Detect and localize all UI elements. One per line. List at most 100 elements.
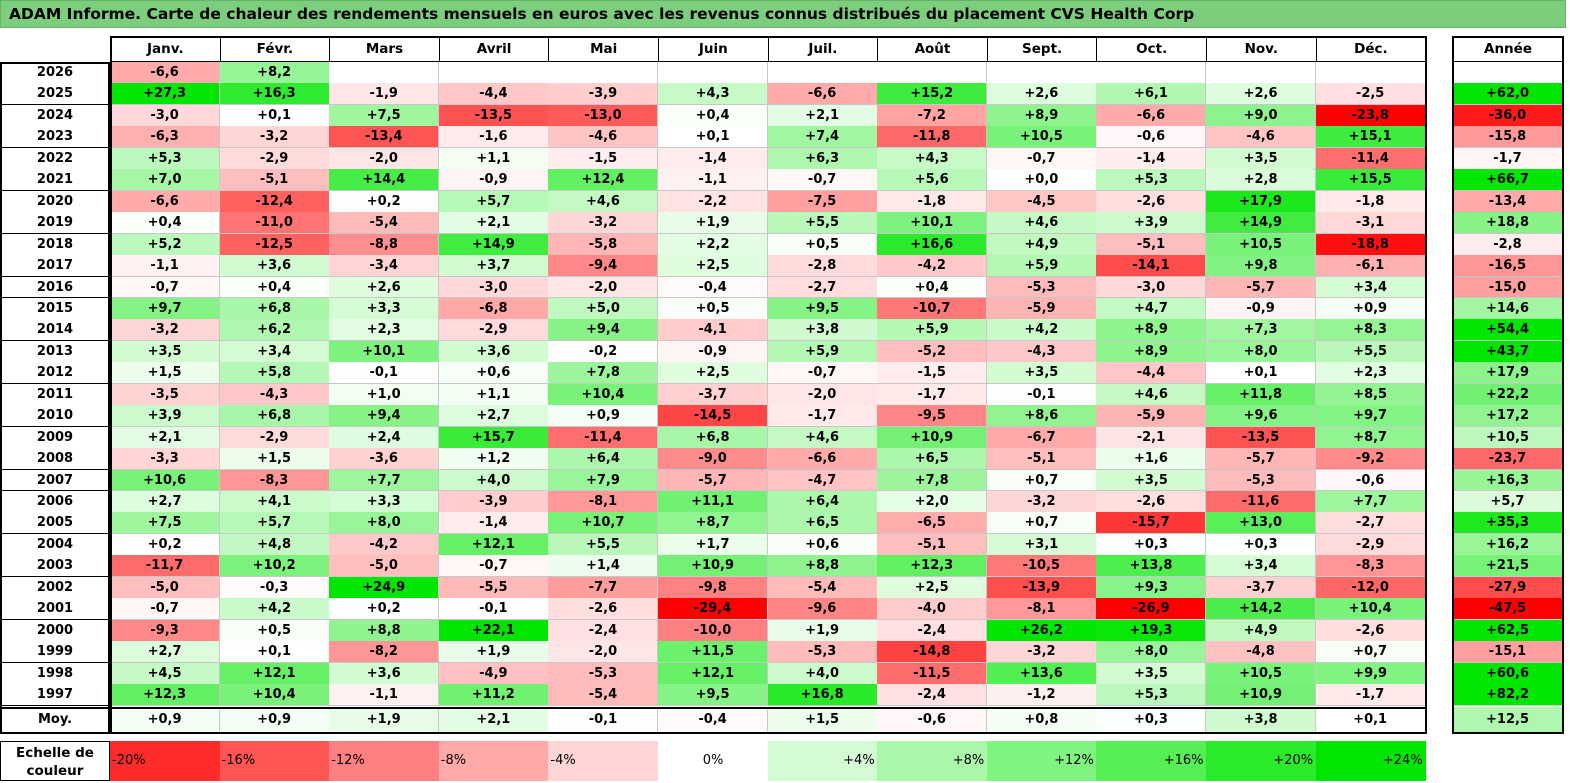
heatmap-cell: -6,6 [1096,104,1207,127]
heatmap-cell: -11,0 [219,212,330,235]
heatmap-cell: +6,8 [219,405,330,428]
heatmap-cell: +2,8 [1206,169,1317,192]
heatmap-cell: +15,1 [1315,126,1426,149]
heatmap-cell: +10,4 [548,383,659,406]
heatmap-cell: +0,0 [986,169,1097,192]
heatmap-cell: +8,6 [986,405,1097,428]
heatmap-cell: +3,5 [1206,147,1317,170]
heatmap-cell: -2,7 [767,276,878,299]
heatmap-cell: -8,1 [548,491,659,513]
heatmap-cell: +4,8 [219,533,330,556]
heatmap-cell: -2,0 [767,383,878,406]
page-title: ADAM Informe. Carte de chaleur des rende… [0,0,1566,28]
year-total-cell: -23,7 [1452,448,1564,471]
heatmap-cell: +14,9 [1206,212,1317,235]
heatmap-cell: +9,8 [1206,255,1317,277]
legend-swatch: +8% [877,741,988,781]
heatmap-cell: +2,1 [438,212,549,235]
heatmap-cell: +4,0 [438,469,549,492]
heatmap-cell [438,62,549,84]
heatmap-cell: -1,7 [767,405,878,428]
heatmap-cell: +15,5 [1315,169,1426,192]
heatmap-cell: +1,7 [658,533,769,556]
heatmap-cell: +2,7 [110,641,221,664]
heatmap-cell: +2,0 [877,491,988,513]
heatmap-cell: +0,9 [548,405,659,428]
year-total-cell: -27,9 [1452,576,1564,599]
heatmap-cell: -9,3 [110,619,221,642]
heatmap-cell: -14,1 [1096,255,1207,277]
heatmap-cell: -2,1 [1096,426,1207,449]
year-total-cell: +17,2 [1452,405,1564,428]
heatmap-cell: +12,3 [110,684,221,706]
heatmap-cell [986,62,1097,84]
heatmap-cell: +8,9 [1096,340,1207,363]
legend-swatch: +4% [767,741,878,781]
heatmap-cell: -11,4 [548,426,659,449]
heatmap-cell: -0,7 [986,147,1097,170]
heatmap-cell: +6,8 [219,297,330,320]
heatmap-cell: +8,9 [986,104,1097,127]
heatmap-cell: +0,5 [658,297,769,320]
heatmap-cell: +0,2 [329,190,440,213]
heatmap-cell: -4,5 [986,190,1097,213]
heatmap-cell: -9,0 [658,448,769,471]
heatmap-cell: -0,1 [438,598,549,621]
heatmap-cell: -5,3 [767,641,878,664]
heatmap-cell: +6,4 [767,491,878,513]
legend-swatch: -12% [329,741,440,781]
legend-swatch: -20% [110,741,221,781]
legend-swatch: +24% [1315,741,1426,781]
heatmap-cell: +12,4 [548,169,659,192]
heatmap-cell: +3,9 [1096,212,1207,235]
heatmap-cell: +10,4 [219,684,330,706]
row-label: 2007 [0,469,110,492]
heatmap-cell: -12,4 [219,190,330,213]
heatmap-cell: -0,3 [219,576,330,599]
heatmap-cell: +3,4 [1206,555,1317,578]
heatmap-cell: +7,7 [1315,491,1426,513]
heatmap-cell: -11,8 [877,126,988,149]
heatmap-cell: +7,4 [767,126,878,149]
heatmap-cell: -11,7 [110,555,221,578]
column-header: Juin [658,36,769,62]
row-label: 2023 [0,126,110,149]
heatmap-cell: -5,0 [110,576,221,599]
heatmap-cell: +2,5 [877,576,988,599]
heatmap-cell: -4,2 [877,255,988,277]
heatmap-cell: +26,2 [986,619,1097,642]
heatmap-cell: +5,8 [219,362,330,385]
heatmap-cell: -2,6 [1315,619,1426,642]
heatmap-cell: +3,5 [1096,469,1207,492]
heatmap-cell: -9,8 [658,576,769,599]
heatmap-cell: -6,6 [110,190,221,213]
heatmap-cell: +5,2 [110,233,221,256]
heatmap-cell: +13,0 [1206,512,1317,535]
heatmap-cell: +1,5 [110,362,221,385]
heatmap-cell: -0,1 [986,383,1097,406]
heatmap-cell: +9,9 [1315,662,1426,685]
heatmap-cell: +15,7 [438,426,549,449]
year-total-cell: -15,0 [1452,276,1564,299]
heatmap-cell: -6,6 [767,448,878,471]
average-cell: +1,5 [767,706,878,734]
heatmap-cell: -5,3 [986,276,1097,299]
legend-swatch: -8% [438,741,549,781]
heatmap-cell [1096,62,1207,84]
heatmap-cell: -3,9 [548,83,659,106]
heatmap-cell: -13,4 [329,126,440,149]
legend-title-line2: couleur [26,763,84,779]
year-total-cell: +5,7 [1452,491,1564,513]
row-label: 2003 [0,555,110,578]
heatmap-cell: -1,9 [329,83,440,106]
heatmap-cell: +0,4 [110,212,221,235]
heatmap-cell: -8,1 [986,598,1097,621]
heatmap-cell: -13,5 [1206,426,1317,449]
row-label: 2017 [0,255,110,277]
heatmap-cell: +0,1 [219,104,330,127]
heatmap-cell: -10,7 [877,297,988,320]
year-total-cell: +43,7 [1452,340,1564,363]
heatmap-cell: -2,4 [548,619,659,642]
heatmap-cell: +7,5 [110,512,221,535]
heatmap-cell: -4,1 [658,319,769,342]
